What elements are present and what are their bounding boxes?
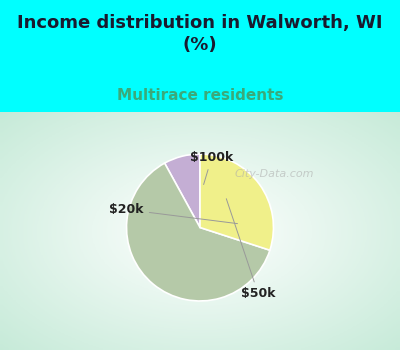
- Wedge shape: [165, 154, 200, 228]
- Text: $50k: $50k: [226, 199, 276, 300]
- Text: $100k: $100k: [190, 151, 233, 184]
- Text: $20k: $20k: [109, 203, 238, 224]
- Text: Income distribution in Walworth, WI
(%): Income distribution in Walworth, WI (%): [17, 14, 383, 54]
- Wedge shape: [200, 154, 274, 250]
- Text: Multirace residents: Multirace residents: [117, 88, 283, 103]
- Wedge shape: [126, 163, 270, 301]
- Text: City-Data.com: City-Data.com: [234, 169, 314, 179]
